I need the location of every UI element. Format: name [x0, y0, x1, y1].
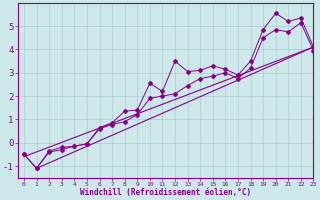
- X-axis label: Windchill (Refroidissement éolien,°C): Windchill (Refroidissement éolien,°C): [80, 188, 251, 197]
